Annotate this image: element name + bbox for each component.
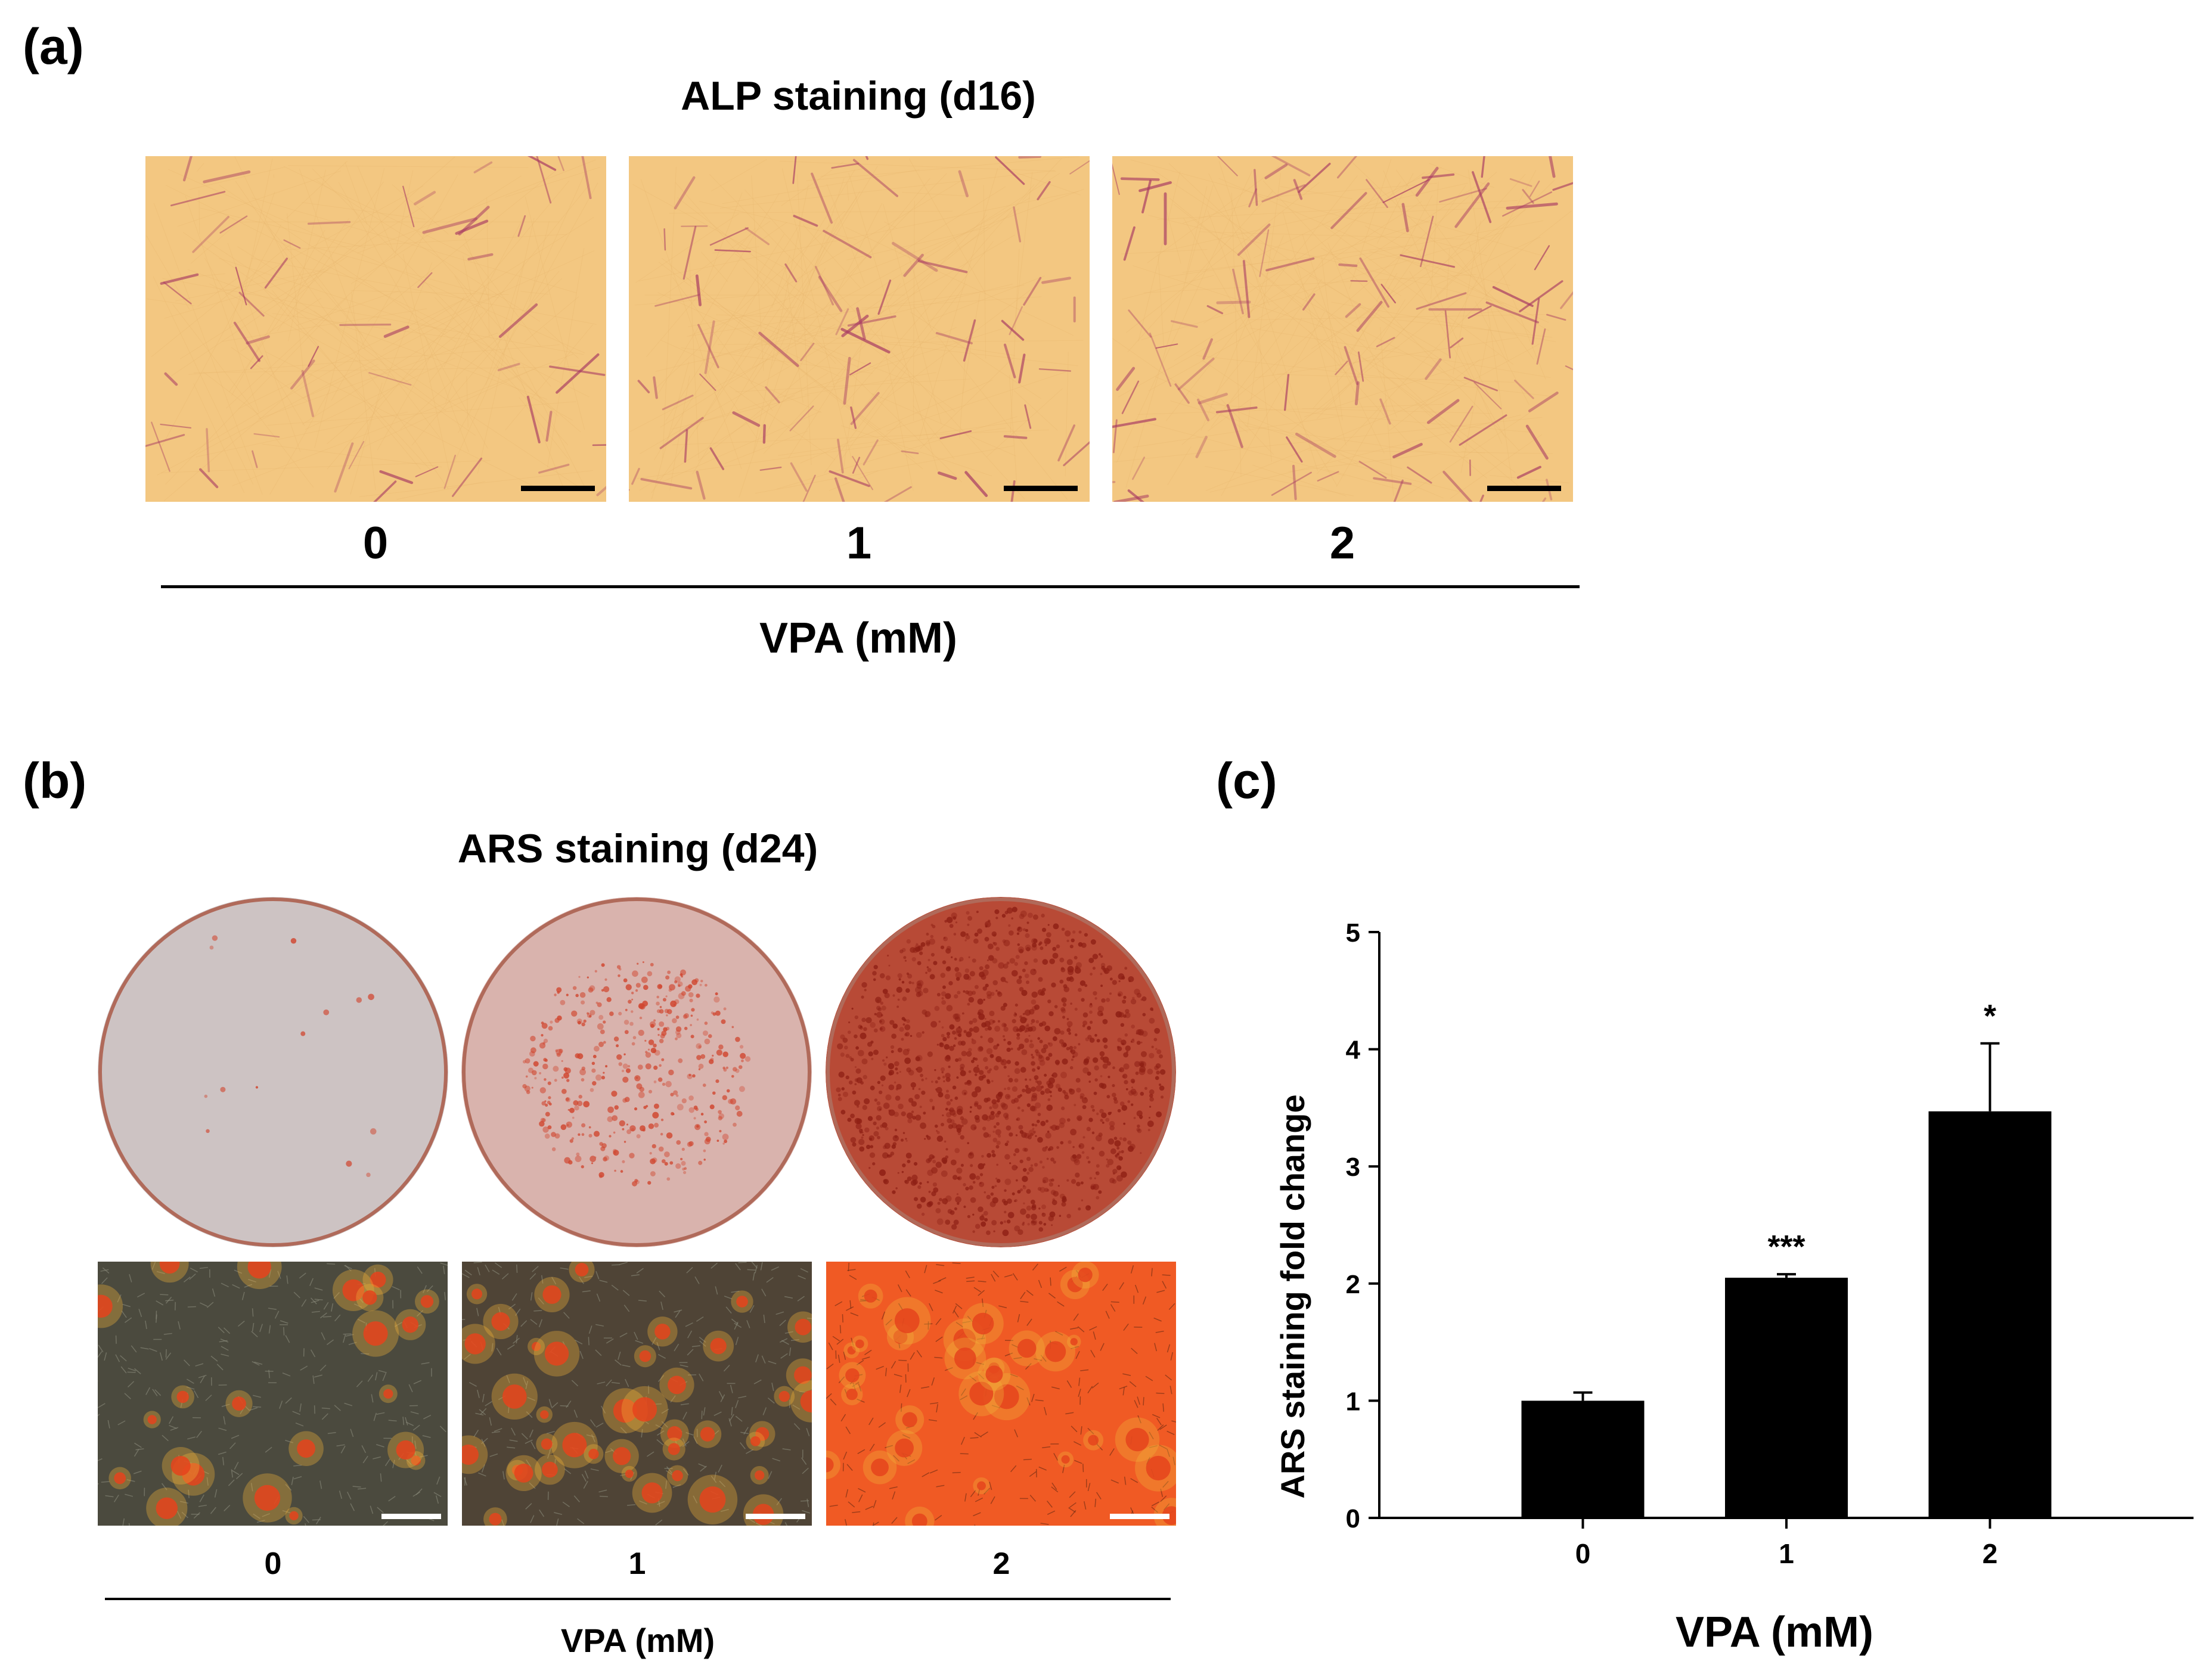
panel-a-axis-label: VPA (mM) <box>759 614 957 662</box>
ars-condition-1: 1 <box>628 1547 646 1581</box>
alp-condition-2: 2 <box>1329 518 1355 569</box>
ars-micro-0 <box>98 1262 448 1526</box>
y-tick-label: 5 <box>1346 918 1360 948</box>
ars-scalebar-1 <box>746 1514 805 1519</box>
panel-b-label: (b) <box>23 753 87 809</box>
alp-condition-0: 0 <box>362 518 389 569</box>
panel-b-group-line <box>105 1598 1171 1600</box>
ars-dish-2 <box>826 897 1176 1247</box>
ars-condition-2: 2 <box>992 1547 1010 1581</box>
bar-chart: 0 1 2 3 4 5 0 1 *** 2 * VPA (mM) ARS staining fold c… <box>1274 918 2194 1656</box>
panel-b-axis-label: VPA (mM) <box>560 1622 715 1659</box>
y-tick-label: 3 <box>1346 1153 1360 1182</box>
ars-micro-2 <box>826 1262 1176 1526</box>
alp-scalebar-0 <box>521 486 595 491</box>
chart-bars <box>1521 1042 2052 1518</box>
panel-c-label: (c) <box>1216 753 1277 809</box>
alp-condition-1: 1 <box>846 518 872 569</box>
panel-b-title: ARS staining (d24) <box>457 826 818 871</box>
y-axis-label: ARS staining fold change <box>1274 1094 1311 1498</box>
ars-scalebar-0 <box>381 1514 441 1519</box>
panel-a-title: ALP staining (d16) <box>681 73 1036 119</box>
alp-image-1 <box>629 156 1090 502</box>
bar-0 <box>1521 1400 1645 1518</box>
ars-condition-0: 0 <box>264 1547 282 1581</box>
y-tick-label: 4 <box>1346 1036 1361 1065</box>
ars-micro-1 <box>462 1262 812 1526</box>
y-tick-label: 1 <box>1346 1387 1360 1416</box>
alp-scalebar-2 <box>1487 486 1561 491</box>
x-tick-label: 1 <box>1779 1538 1794 1569</box>
bar-2 <box>1928 1111 2052 1518</box>
alp-image-0 <box>145 156 606 502</box>
panel-a-label: (a) <box>23 18 84 74</box>
chart-labels: 0 1 2 3 4 5 0 1 *** 2 * VPA (mM) ARS staining fold c… <box>1274 918 1997 1656</box>
ars-scalebar-2 <box>1110 1514 1169 1519</box>
alp-image-2 <box>1112 156 1573 502</box>
bar-1 <box>1725 1277 1848 1518</box>
panel-a-group-line <box>161 585 1580 588</box>
x-axis-label: VPA (mM) <box>1676 1608 1873 1656</box>
significance-mark-1: *** <box>1767 1229 1805 1265</box>
x-tick-label: 2 <box>1983 1538 1998 1569</box>
x-tick-label: 0 <box>1575 1538 1591 1569</box>
y-tick-label: 2 <box>1346 1270 1360 1299</box>
ars-dish-1 <box>461 897 812 1247</box>
y-tick-label: 0 <box>1346 1504 1360 1533</box>
significance-mark-2: * <box>1984 998 1996 1034</box>
alp-scalebar-1 <box>1004 486 1078 491</box>
ars-dish-0 <box>98 897 448 1247</box>
